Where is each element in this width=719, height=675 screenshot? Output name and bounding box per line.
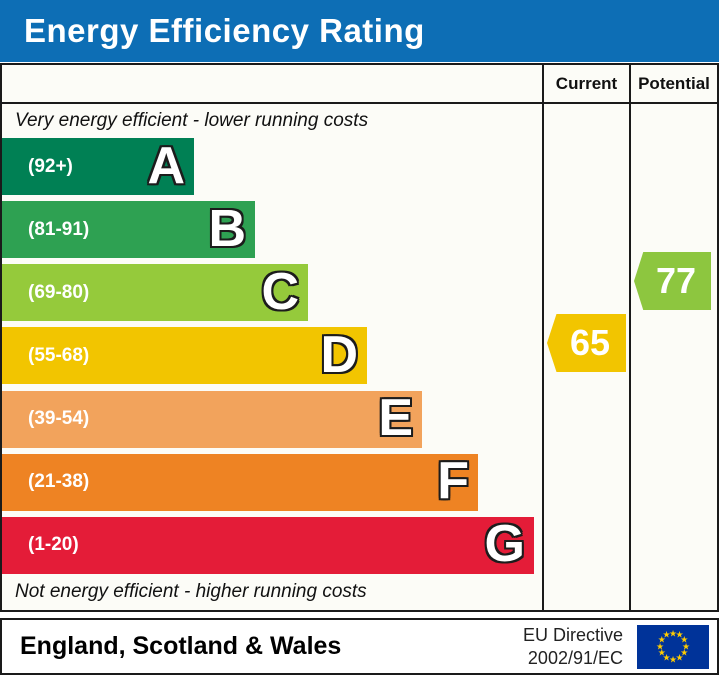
header-spacer-cell <box>2 65 542 102</box>
page-title: Energy Efficiency Rating <box>24 12 425 49</box>
eu-star-icon: ★ <box>668 628 678 638</box>
caption-bottom: Not energy efficient - higher running co… <box>15 581 367 602</box>
band-range-label: (81-91) <box>28 218 90 240</box>
current-rating-value: 65 <box>569 322 611 363</box>
potential-rating-value: 77 <box>655 260 697 301</box>
band-bar-e: (39-54) E <box>2 389 422 448</box>
band-range-label: (55-68) <box>28 344 90 366</box>
eu-flag-icon: ★ ★ ★ ★ ★ ★ ★ ★ ★ ★ ★ ★ <box>637 624 709 669</box>
footer-region-label: England, Scotland & Wales <box>20 632 342 660</box>
band-letter: C <box>261 262 299 321</box>
table-header-row: Current Potential <box>2 65 717 104</box>
caption-top: Very energy efficient - lower running co… <box>15 110 369 131</box>
band-range-label: (92+) <box>28 155 73 177</box>
current-rating-cell: 65 <box>542 104 629 610</box>
epc-table: Current Potential Very energy efficient … <box>0 63 719 612</box>
band-range-label: (39-54) <box>28 408 90 430</box>
potential-rating-pointer: 77 <box>634 252 711 310</box>
band-bar-c: (69-80) C <box>2 262 308 322</box>
table-body-row: Very energy efficient - lower running co… <box>2 104 717 610</box>
eu-star-icon: ★ <box>681 641 691 651</box>
potential-rating-cell: 77 <box>629 104 717 610</box>
eu-directive-line1: EU Directive <box>522 625 623 645</box>
band-scale-cell: Very energy efficient - lower running co… <box>2 104 542 610</box>
eu-star-icon: ★ <box>657 634 666 645</box>
current-column-header: Current <box>542 65 629 102</box>
band-bar-a: (92+) A <box>2 138 194 195</box>
eu-star-icon: ★ <box>675 629 684 640</box>
band-letter: E <box>378 389 413 448</box>
eu-star-icon: ★ <box>680 647 689 658</box>
eu-star-icon: ★ <box>668 654 678 664</box>
band-range-label: (21-38) <box>28 471 90 493</box>
title-bar: Energy Efficiency Rating <box>0 0 719 62</box>
eu-star-icon: ★ <box>655 641 665 651</box>
eu-star-icon: ★ <box>675 652 684 663</box>
band-list: (92+) A (81-91) B (69-80) C (55-68) D (39-54) E (2… <box>2 138 542 574</box>
band-letter: A <box>147 136 185 195</box>
band-bar-f: (21-38) F <box>2 452 478 511</box>
eu-directive-label: EU Directive 2002/91/EC <box>523 624 623 669</box>
potential-column-header: Potential <box>629 65 717 102</box>
band-range-label: (1-20) <box>28 534 79 556</box>
eu-directive-line2: 2002/91/EC <box>527 647 623 668</box>
band-letter: G <box>484 515 525 574</box>
band-letter: D <box>320 325 358 384</box>
eu-star-icon: ★ <box>680 634 689 645</box>
eu-star-icon: ★ <box>662 629 671 640</box>
footer: England, Scotland & Wales EU Directive 2… <box>0 618 719 675</box>
eu-star-icon: ★ <box>657 647 666 658</box>
band-range-label: (69-80) <box>28 281 90 303</box>
band-letter: F <box>437 452 469 511</box>
band-bar-b: (81-91) B <box>2 199 255 259</box>
band-bar-d: (55-68) D <box>2 325 367 385</box>
band-bar-g: (1-20) G <box>2 515 534 574</box>
current-rating-pointer: 65 <box>547 314 626 372</box>
band-letter: B <box>208 199 246 258</box>
eu-star-icon: ★ <box>662 652 671 663</box>
